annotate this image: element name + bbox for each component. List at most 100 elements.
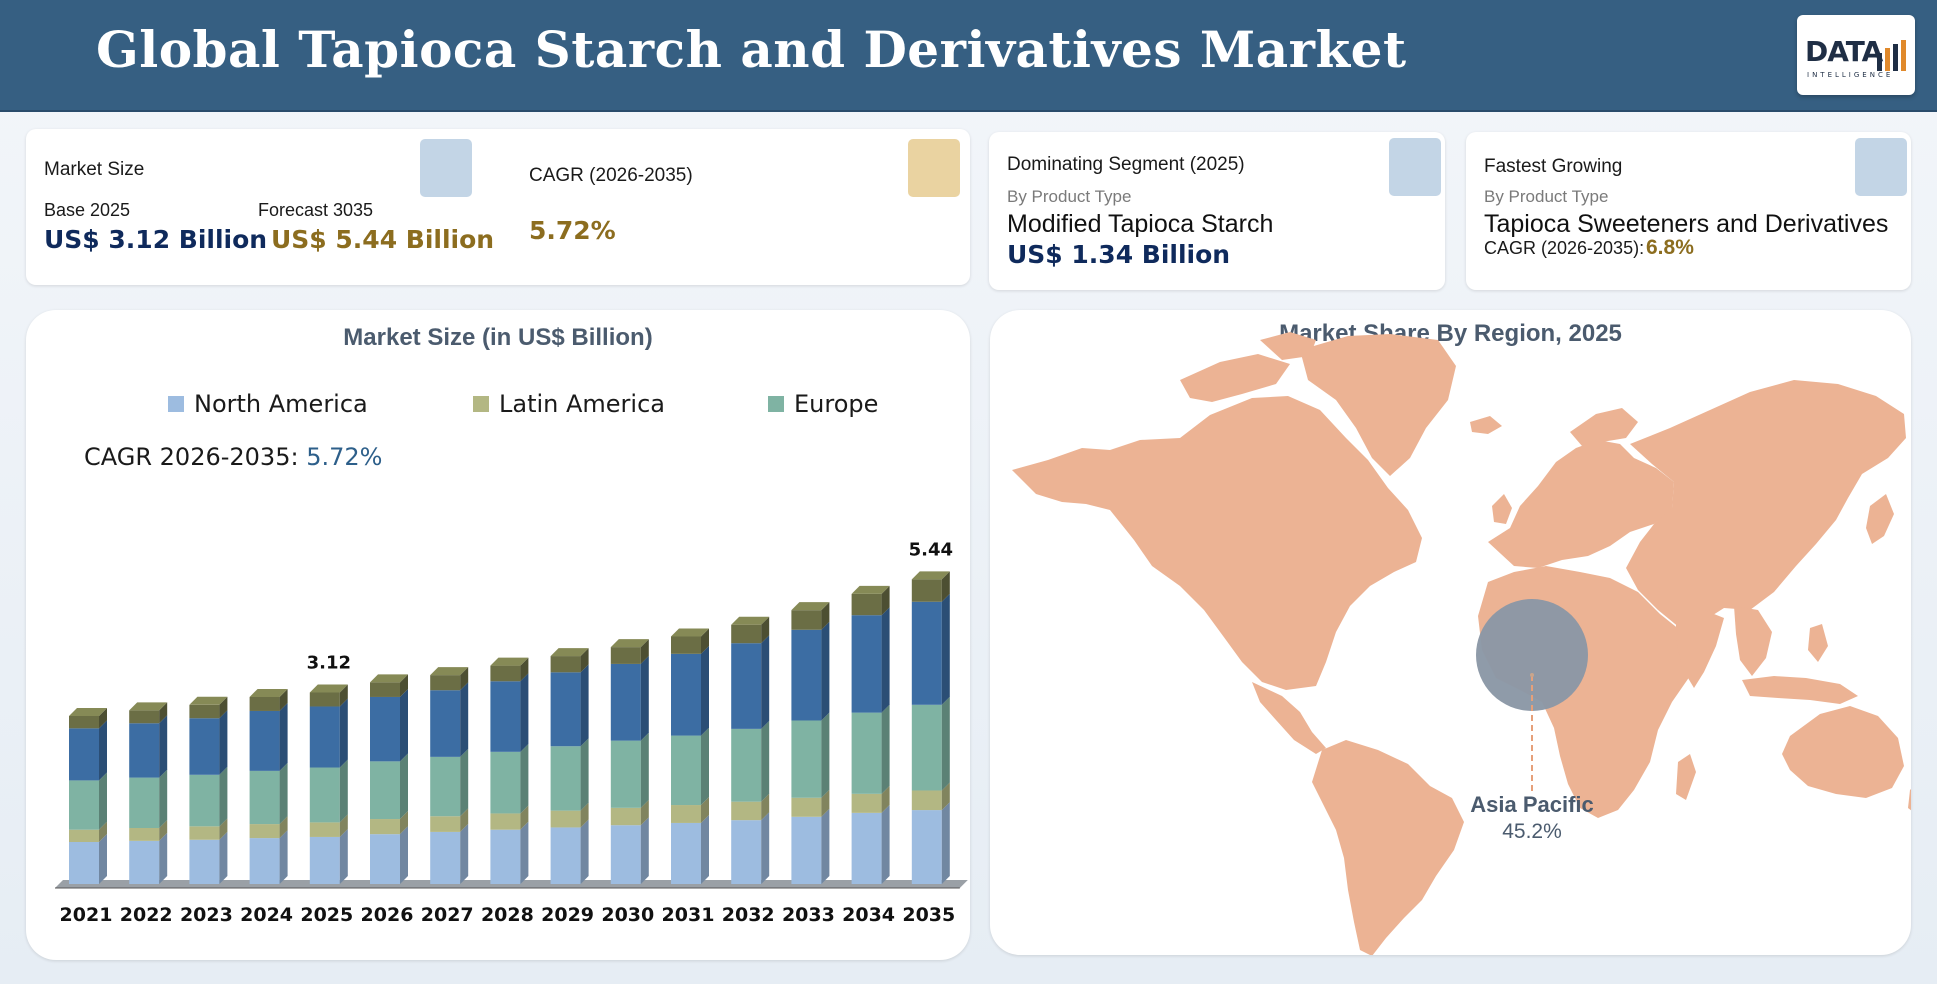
company-logo[interactable]: DATA INTELLIGENCE — [1797, 15, 1915, 95]
bar-side-2025-3 — [339, 698, 348, 768]
legend-latin-america[interactable]: Latin America — [473, 390, 665, 418]
new-zealand-land — [1908, 789, 1911, 811]
bar-stack-2022[interactable] — [129, 702, 168, 884]
bar-side-2031-3 — [701, 645, 709, 736]
bar-segment-2034-3 — [851, 615, 882, 713]
bar-side-2032-3 — [761, 635, 770, 729]
bar-side-2028-3 — [520, 673, 529, 752]
data-label-2035: 5.44 — [909, 539, 953, 560]
southeast-asia-land — [1734, 606, 1772, 676]
bar-segment-2032-1 — [731, 801, 762, 821]
bar-segment-2024-3 — [249, 710, 280, 771]
bar-segment-2028-4 — [490, 665, 521, 682]
bar-segment-2021-1 — [69, 829, 99, 842]
bar-stack-2023[interactable] — [189, 696, 228, 884]
region-map-panel: Market Share By Region, 2025 — [990, 310, 1911, 955]
bar-side-2033-3 — [821, 621, 830, 721]
bar-side-2030-0 — [640, 817, 649, 884]
bar-segment-2033-0 — [791, 816, 822, 884]
bar-segment-2029-4 — [550, 656, 581, 673]
bar-segment-2030-2 — [610, 740, 641, 808]
bar-stack-2032[interactable] — [731, 616, 770, 884]
bar-segment-2026-4 — [370, 682, 400, 697]
bar-stack-2033[interactable] — [791, 602, 830, 884]
x-tick-label-2034: 2034 — [842, 904, 895, 926]
bar-side-2032-0 — [761, 812, 770, 884]
bar-segment-2034-1 — [851, 793, 882, 813]
bar-segment-2024-2 — [249, 770, 280, 825]
logo-text: DATA — [1805, 35, 1883, 68]
bar-side-2029-2 — [580, 738, 589, 811]
bar-segment-2026-1 — [370, 819, 400, 835]
south-america-land — [1312, 740, 1464, 955]
x-tick-label-2035: 2035 — [902, 904, 955, 926]
bar-side-2033-4 — [821, 602, 830, 630]
bar-stack-2025[interactable] — [309, 684, 348, 884]
legend-swatch — [168, 396, 184, 412]
x-tick-label-2030: 2030 — [601, 904, 654, 926]
bar-segment-2028-3 — [490, 681, 521, 752]
bar-stack-2026[interactable] — [370, 674, 408, 884]
bar-top-2034 — [851, 585, 890, 594]
bar-side-2033-2 — [821, 712, 830, 798]
bar-segment-2026-3 — [370, 696, 400, 762]
bar-top-2026 — [370, 674, 408, 683]
bar-side-2025-1 — [339, 814, 348, 837]
legend-europe[interactable]: Europe — [768, 390, 878, 418]
bar-stack-2028[interactable] — [490, 657, 529, 884]
scandinavia-land — [1570, 408, 1638, 446]
bar-segment-2033-4 — [791, 610, 822, 630]
bar-segment-2032-2 — [731, 728, 762, 802]
bar-segment-2028-0 — [490, 829, 521, 884]
legend-north-america[interactable]: North America — [168, 390, 368, 418]
bar-side-2031-4 — [701, 628, 709, 654]
bar-side-2025-2 — [339, 759, 348, 823]
bar-side-2035-0 — [941, 802, 950, 884]
bar-stack-2021[interactable] — [69, 708, 107, 884]
bar-stack-2034[interactable] — [851, 585, 890, 884]
bar-top-2028 — [490, 657, 529, 666]
page-title: Global Tapioca Starch and Derivatives Ma… — [96, 20, 1407, 79]
bar-side-2023-4 — [219, 696, 228, 719]
bar-segment-2029-0 — [550, 827, 581, 884]
bar-top-2027 — [430, 667, 469, 676]
asia-pacific-bubble[interactable] — [1476, 599, 1588, 711]
bar-side-2024-4 — [279, 688, 288, 711]
bar-stack-2031[interactable] — [671, 628, 709, 884]
data-label-2025: 3.12 — [307, 652, 351, 673]
bar-segment-2030-1 — [610, 807, 641, 826]
bar-stack-2035[interactable] — [911, 571, 950, 884]
bar-side-2030-2 — [640, 732, 649, 808]
bar-stack-2024[interactable] — [249, 688, 288, 884]
x-tick-label-2031: 2031 — [662, 904, 715, 926]
world-map — [1012, 332, 1911, 955]
x-tick-label-2032: 2032 — [722, 904, 775, 926]
fastest-cagr-value: 6.8% — [1646, 236, 1694, 259]
bar-side-2022-3 — [159, 715, 168, 778]
bar-segment-2032-3 — [731, 643, 762, 729]
x-tick-label-2026: 2026 — [361, 904, 414, 926]
market-size-swatch — [420, 139, 472, 197]
bar-top-2024 — [249, 688, 288, 697]
legend-label: Latin America — [499, 390, 665, 418]
bar-segment-2027-1 — [430, 816, 461, 832]
bar-segment-2033-1 — [791, 797, 822, 817]
bar-top-2023 — [189, 696, 228, 705]
bar-segment-2025-3 — [309, 706, 340, 768]
bar-segment-2034-2 — [851, 712, 882, 794]
bar-segment-2027-4 — [430, 675, 461, 691]
bar-side-2023-3 — [219, 710, 228, 775]
dominating-segment-title: Dominating Segment (2025) — [1007, 154, 1245, 175]
bar-side-2029-0 — [580, 819, 589, 884]
bar-stack-2029[interactable] — [550, 648, 589, 884]
bar-side-2035-3 — [941, 593, 950, 705]
bar-stack-2027[interactable] — [430, 667, 469, 884]
central-america-land — [1252, 682, 1326, 754]
bar-side-2028-4 — [520, 657, 529, 682]
bar-segment-2022-4 — [129, 710, 160, 724]
x-tick-label-2024: 2024 — [240, 904, 293, 926]
dominating-segment-name: Modified Tapioca Starch — [1007, 210, 1274, 238]
uk-land — [1492, 494, 1512, 524]
bar-stack-2030[interactable] — [610, 639, 649, 884]
bar-side-2026-4 — [400, 674, 408, 697]
